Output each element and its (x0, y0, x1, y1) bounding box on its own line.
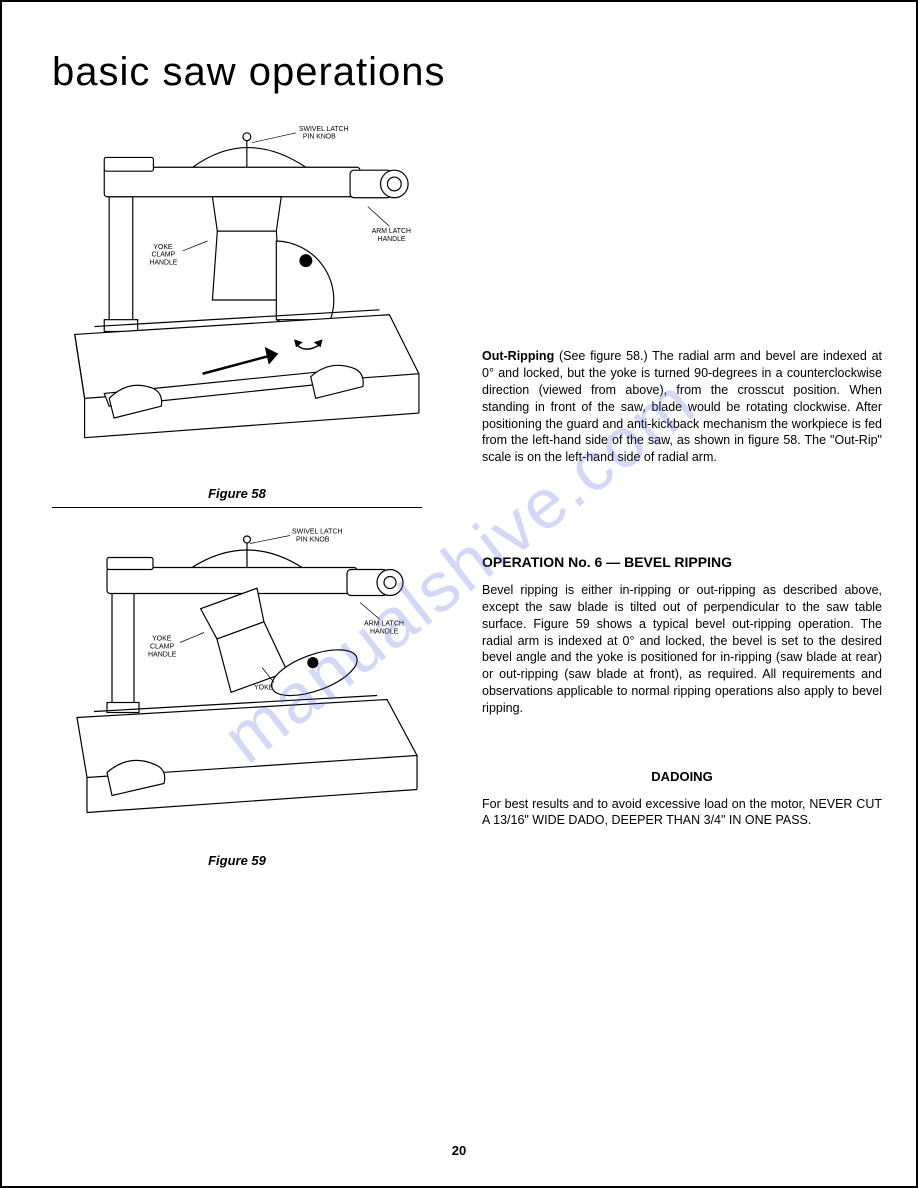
out-ripping-section: Out-Ripping (See figure 58.) The radial … (482, 348, 882, 474)
svg-text:HANDLE: HANDLE (370, 629, 399, 636)
figure-59: SWIVEL LATCH PIN KNOB ARM LATCH HANDLE Y… (52, 526, 422, 866)
dadoing-section: DADOING For best results and to avoid ex… (482, 768, 882, 837)
svg-text:PIN KNOB: PIN KNOB (303, 134, 336, 141)
svg-text:CLAMP: CLAMP (150, 644, 174, 651)
out-ripping-runin: Out-Ripping (482, 349, 554, 363)
svg-text:ARM LATCH: ARM LATCH (364, 621, 404, 628)
svg-text:YOKE: YOKE (254, 685, 274, 692)
figure-58-caption: Figure 58 (52, 486, 422, 501)
svg-text:YOKE: YOKE (152, 636, 172, 643)
svg-text:HANDLE: HANDLE (149, 260, 177, 267)
svg-text:PIN KNOB: PIN KNOB (296, 537, 330, 544)
svg-text:ARM LATCH: ARM LATCH (372, 228, 411, 235)
figure-59-illustration: SWIVEL LATCH PIN KNOB ARM LATCH HANDLE Y… (52, 526, 422, 844)
out-ripping-body: (See figure 58.) The radial arm and beve… (482, 349, 882, 464)
bevel-ripping-heading: OPERATION No. 6 — BEVEL RIPPING (482, 553, 882, 572)
figure-58: SWIVEL LATCH PIN KNOB ARM LATCH HANDLE Y… (52, 123, 422, 508)
page-number: 20 (2, 1143, 916, 1158)
figure-58-illustration: SWIVEL LATCH PIN KNOB ARM LATCH HANDLE Y… (52, 123, 422, 477)
content-area: SWIVEL LATCH PIN KNOB ARM LATCH HANDLE Y… (52, 123, 866, 866)
page-title: basic saw operations (52, 50, 866, 95)
out-ripping-paragraph: Out-Ripping (See figure 58.) The radial … (482, 348, 882, 466)
dadoing-heading: DADOING (482, 768, 882, 786)
dadoing-body: For best results and to avoid excessive … (482, 796, 882, 830)
svg-text:SWIVEL LATCH: SWIVEL LATCH (299, 126, 349, 133)
svg-text:CLAMP: CLAMP (151, 252, 175, 259)
svg-text:HANDLE: HANDLE (378, 236, 406, 243)
bevel-ripping-body: Bevel ripping is either in-ripping or ou… (482, 582, 882, 717)
svg-text:SWIVEL LATCH: SWIVEL LATCH (292, 529, 343, 536)
bevel-ripping-section: OPERATION No. 6 — BEVEL RIPPING Bevel ri… (482, 553, 882, 725)
figure-59-caption: Figure 59 (52, 853, 422, 868)
svg-text:YOKE: YOKE (153, 244, 173, 251)
svg-text:HANDLE: HANDLE (148, 652, 177, 659)
